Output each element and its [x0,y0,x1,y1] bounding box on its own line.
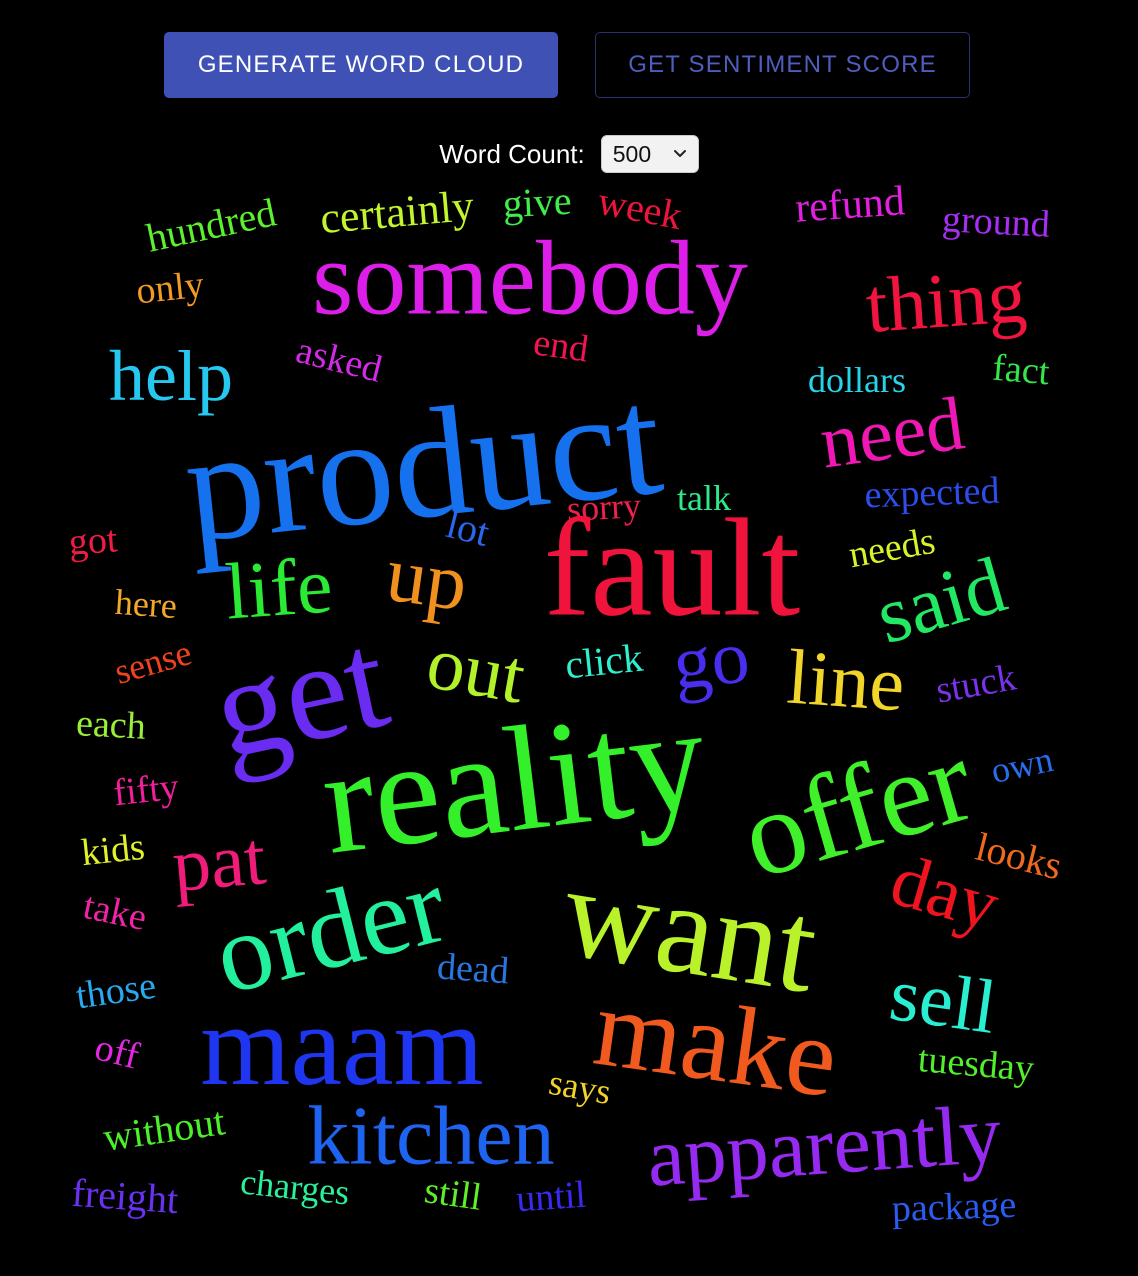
chevron-down-icon [673,150,686,157]
word-up[interactable]: up [381,530,472,628]
word-off[interactable]: off [91,1026,144,1077]
word-refund[interactable]: refund [794,178,907,232]
word-package[interactable]: package [891,1184,1017,1230]
word-help[interactable]: help [109,336,233,416]
word-thing[interactable]: thing [863,251,1029,349]
word-own[interactable]: own [988,739,1057,791]
word-sense[interactable]: sense [110,632,196,692]
word-fault[interactable]: fault [544,491,801,646]
word-kids[interactable]: kids [79,826,146,874]
word-dead[interactable]: dead [436,946,510,993]
word-here[interactable]: here [114,582,179,626]
word-count-label: Word Count: [439,138,585,169]
word-fifty[interactable]: fifty [111,766,180,815]
word-maam[interactable]: maam [200,982,483,1110]
word-sorry[interactable]: sorry [566,485,642,529]
word-click[interactable]: click [563,635,645,688]
word-until[interactable]: until [515,1174,587,1221]
word-talk[interactable]: talk [677,478,731,518]
word-each[interactable]: each [75,702,147,748]
word-go[interactable]: go [669,614,753,705]
word-count-control: Word Count: 500 [0,134,1138,174]
word-need[interactable]: need [815,381,969,484]
word-still[interactable]: still [422,1169,484,1219]
word-without[interactable]: without [100,1098,227,1160]
toolbar: GENERATE WORD CLOUD GET SENTIMENT SCORE [0,32,1138,98]
word-hundred[interactable]: hundred [142,189,280,260]
word-count-select[interactable]: 500 [600,135,699,173]
word-sell[interactable]: sell [885,952,1001,1050]
word-line[interactable]: line [785,633,908,728]
get-sentiment-score-button[interactable]: GET SENTIMENT SCORE [595,32,970,98]
word-lot[interactable]: lot [442,501,494,555]
word-somebody[interactable]: somebody [312,220,748,337]
word-take[interactable]: take [80,885,151,939]
word-fact[interactable]: fact [991,347,1052,394]
word-those[interactable]: those [73,965,158,1018]
word-give[interactable]: give [501,178,572,227]
word-only[interactable]: only [134,264,206,313]
word-freight[interactable]: freight [70,1170,180,1222]
word-stuck[interactable]: stuck [933,656,1019,711]
word-expected[interactable]: expected [864,470,1000,517]
word-end[interactable]: end [531,321,591,370]
word-dollars[interactable]: dollars [808,360,906,400]
word-kitchen[interactable]: kitchen [307,1090,554,1183]
word-out[interactable]: out [421,620,531,720]
word-count-value: 500 [612,140,652,167]
word-life[interactable]: life [223,541,335,636]
word-got[interactable]: got [67,518,119,563]
generate-word-cloud-button[interactable]: GENERATE WORD CLOUD [164,32,558,98]
word-pat[interactable]: pat [169,816,269,908]
word-tuesday[interactable]: tuesday [916,1038,1035,1090]
word-get[interactable]: get [200,601,400,788]
word-ground[interactable]: ground [941,198,1051,246]
